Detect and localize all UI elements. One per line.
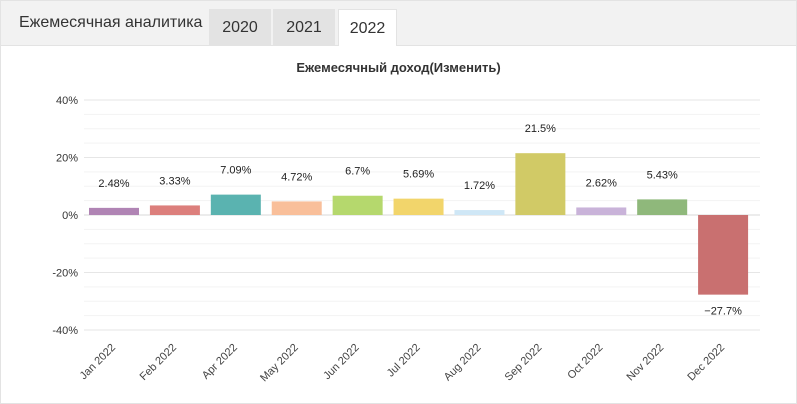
x-tick-label: Jan 2022 [78, 342, 118, 382]
x-tick-label: Sep 2022 [503, 342, 545, 384]
x-tick-label: Nov 2022 [625, 342, 667, 384]
tab-bar-title: Ежемесячная аналитика [19, 14, 203, 31]
y-tick-label: 20% [56, 153, 78, 165]
bar [393, 198, 444, 215]
y-tick-label: 0% [62, 210, 78, 222]
y-tick-label: -20% [52, 268, 78, 280]
chart-title: Ежемесячный доход(Изменить) [296, 60, 501, 75]
tab-bar: Ежемесячная аналитика 2020 2021 2022 [1, 1, 796, 46]
bar [698, 215, 749, 295]
data-label: 21.5% [525, 123, 556, 135]
tab-2021[interactable]: 2021 [273, 9, 335, 45]
y-tick-label: 40% [56, 95, 78, 107]
tab-2022[interactable]: 2022 [338, 9, 397, 46]
data-label: 2.62% [586, 177, 617, 189]
bar [576, 207, 627, 215]
y-tick-label: -40% [52, 325, 78, 337]
x-tick-label: Jul 2022 [385, 342, 423, 380]
x-tick-label: Apr 2022 [200, 342, 240, 382]
bar [454, 210, 505, 215]
data-label: 5.43% [647, 169, 678, 181]
data-label: −27.7% [704, 306, 742, 318]
data-label: 6.7% [345, 166, 370, 178]
bar [89, 207, 139, 215]
x-tick-label: May 2022 [258, 342, 301, 385]
bar [271, 201, 322, 215]
tab-2020[interactable]: 2020 [209, 9, 271, 45]
x-tick-label: Dec 2022 [685, 342, 727, 384]
bar [332, 195, 383, 215]
x-tick-label: Feb 2022 [138, 342, 179, 383]
x-tick-label: Aug 2022 [442, 342, 484, 384]
bar [210, 194, 261, 215]
bar [637, 199, 688, 215]
data-label: 1.72% [464, 180, 495, 192]
x-tick-label: Oct 2022 [565, 342, 605, 382]
x-tick-label: Jun 2022 [321, 342, 361, 382]
data-label: 3.33% [159, 175, 190, 187]
data-label: 5.69% [403, 169, 434, 181]
bar [515, 153, 566, 215]
bar [149, 205, 200, 215]
data-label: 2.48% [98, 178, 129, 190]
data-label: 4.72% [281, 171, 312, 183]
data-label: 7.09% [220, 165, 251, 177]
